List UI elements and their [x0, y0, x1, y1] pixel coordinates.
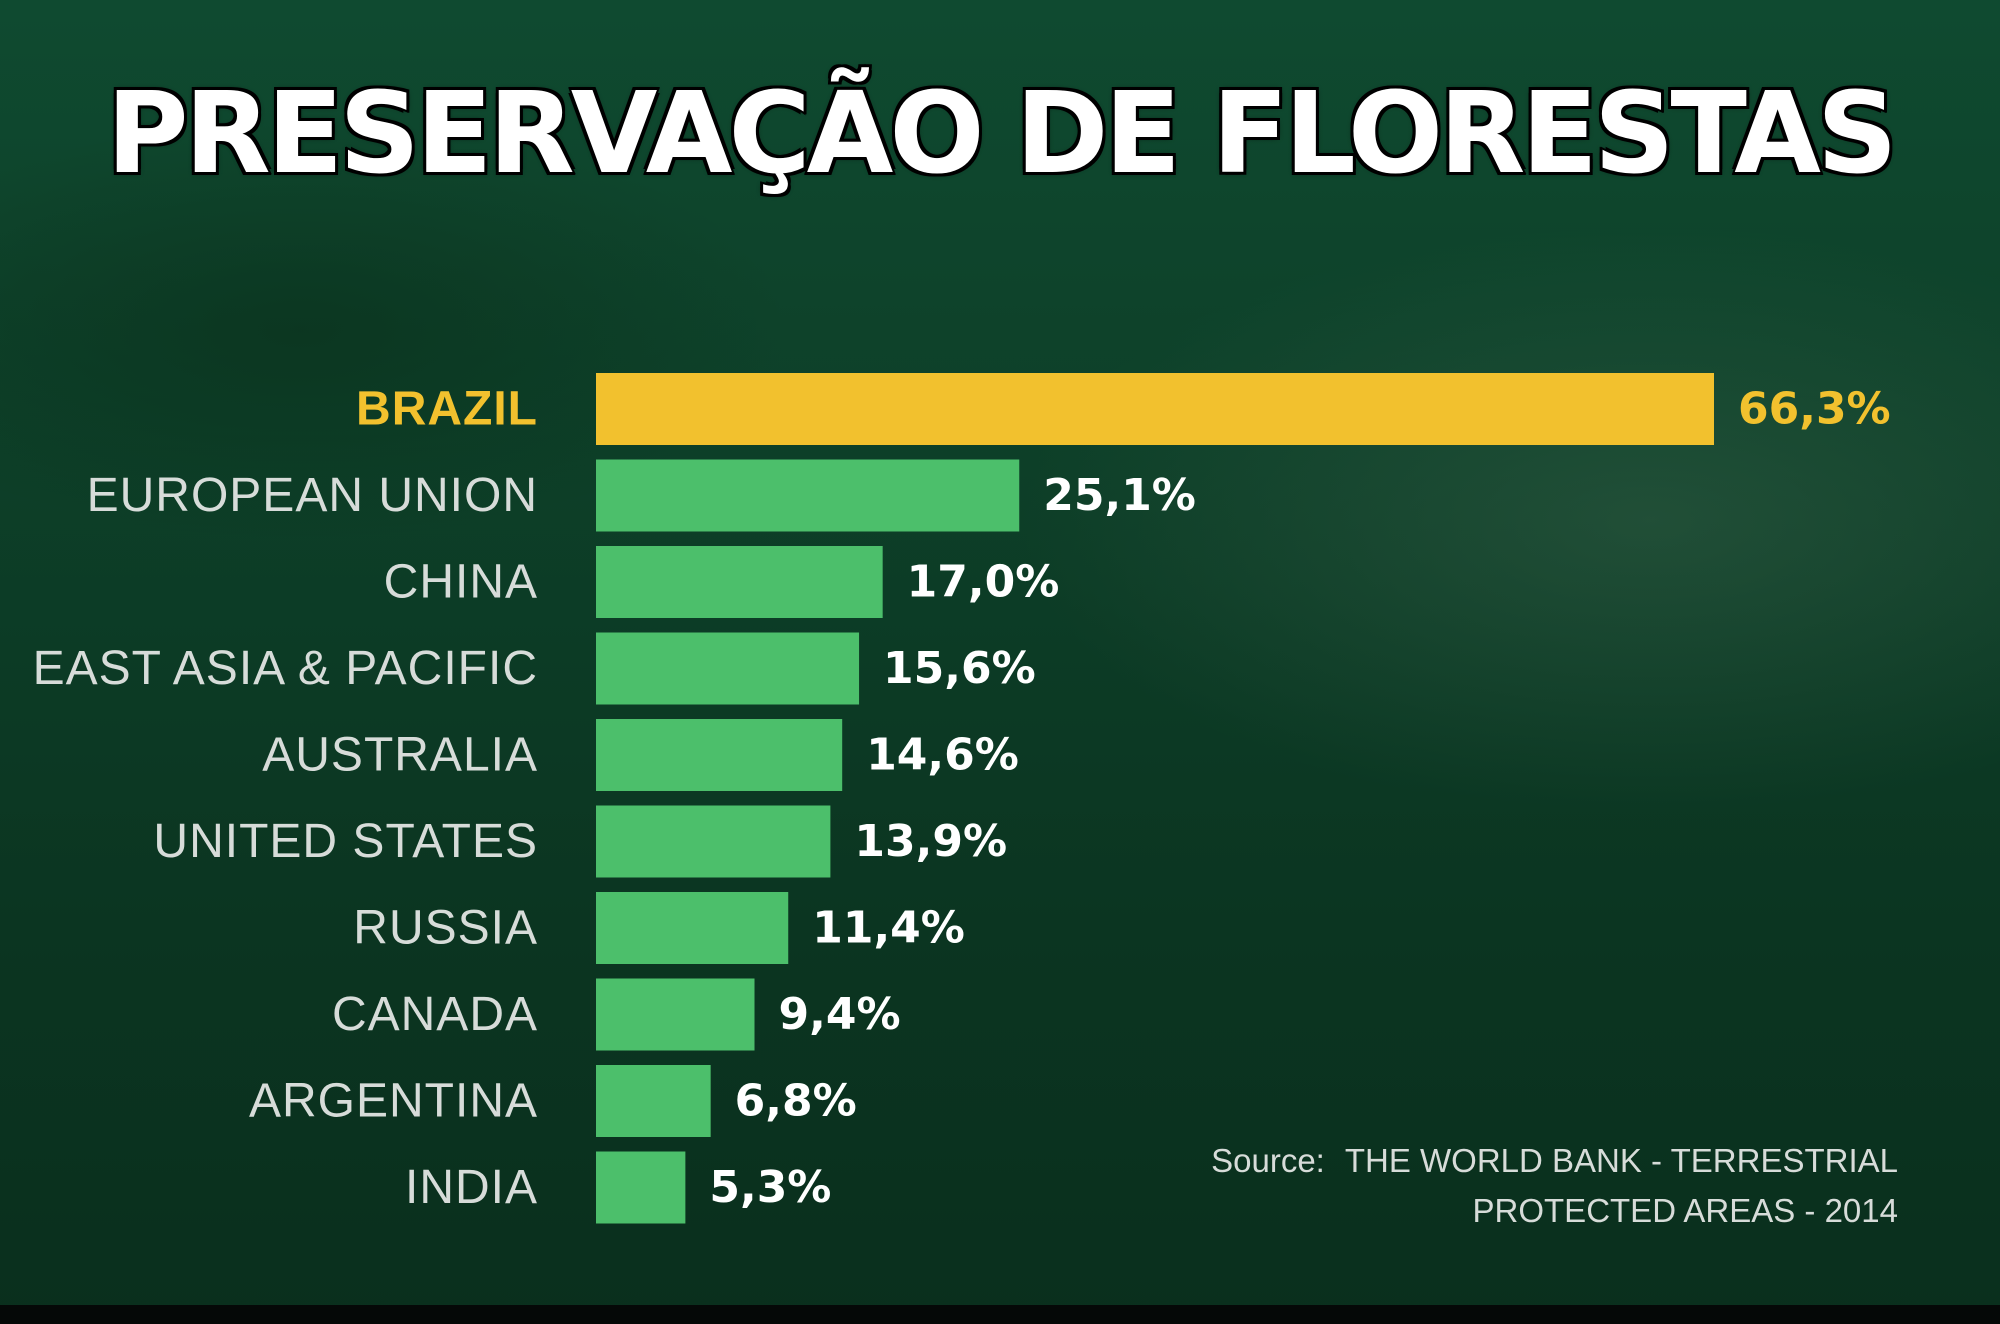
source-line-2: PROTECTED AREAS - 2014: [1472, 1192, 1898, 1229]
category-label: AUSTRALIA: [262, 729, 538, 782]
category-label: ARGENTINA: [249, 1075, 538, 1128]
source-note: Source: THE WORLD BANK - TERRESTRIAL PROT…: [1211, 1136, 1898, 1236]
bar-east-asia-pacific: [596, 632, 860, 705]
data-label: 25,1%: [1043, 470, 1196, 521]
bar-india: [596, 1151, 686, 1224]
data-label: 11,4%: [812, 903, 965, 954]
bar-european-union: [596, 459, 1020, 532]
category-label: UNITED STATES: [153, 815, 538, 868]
category-label: EUROPEAN UNION: [87, 469, 538, 522]
category-label: BRAZIL: [356, 383, 538, 436]
source-text-1: THE WORLD BANK - TERRESTRIAL: [1344, 1142, 1898, 1179]
bar-china: [596, 546, 883, 618]
data-label: 5,3%: [709, 1162, 831, 1213]
data-label: 6,8%: [735, 1076, 857, 1127]
bar-argentina: [596, 1065, 711, 1137]
data-label: 66,3%: [1738, 384, 1891, 435]
chart-title: PRESERVAÇÃO DE FLORESTAS: [104, 69, 1899, 199]
data-label: 13,9%: [854, 816, 1007, 867]
data-label: 17,0%: [907, 557, 1060, 608]
bottom-border: [0, 1305, 2000, 1324]
category-label: RUSSIA: [353, 902, 538, 955]
bar-canada: [596, 978, 755, 1051]
category-label: CHINA: [384, 556, 538, 609]
bar-australia: [596, 719, 843, 791]
category-label: CANADA: [332, 988, 538, 1041]
source-label: Source:: [1211, 1142, 1325, 1179]
category-label: INDIA: [405, 1161, 538, 1214]
bar-russia: [596, 892, 789, 964]
bar-brazil: [596, 373, 1714, 445]
source-line-1: Source: THE WORLD BANK - TERRESTRIAL: [1211, 1136, 1898, 1186]
bar-united-states: [596, 805, 831, 878]
data-label: 9,4%: [779, 989, 901, 1040]
category-label: EAST ASIA & PACIFIC: [33, 642, 538, 695]
data-label: 14,6%: [866, 730, 1019, 781]
data-label: 15,6%: [883, 643, 1036, 694]
